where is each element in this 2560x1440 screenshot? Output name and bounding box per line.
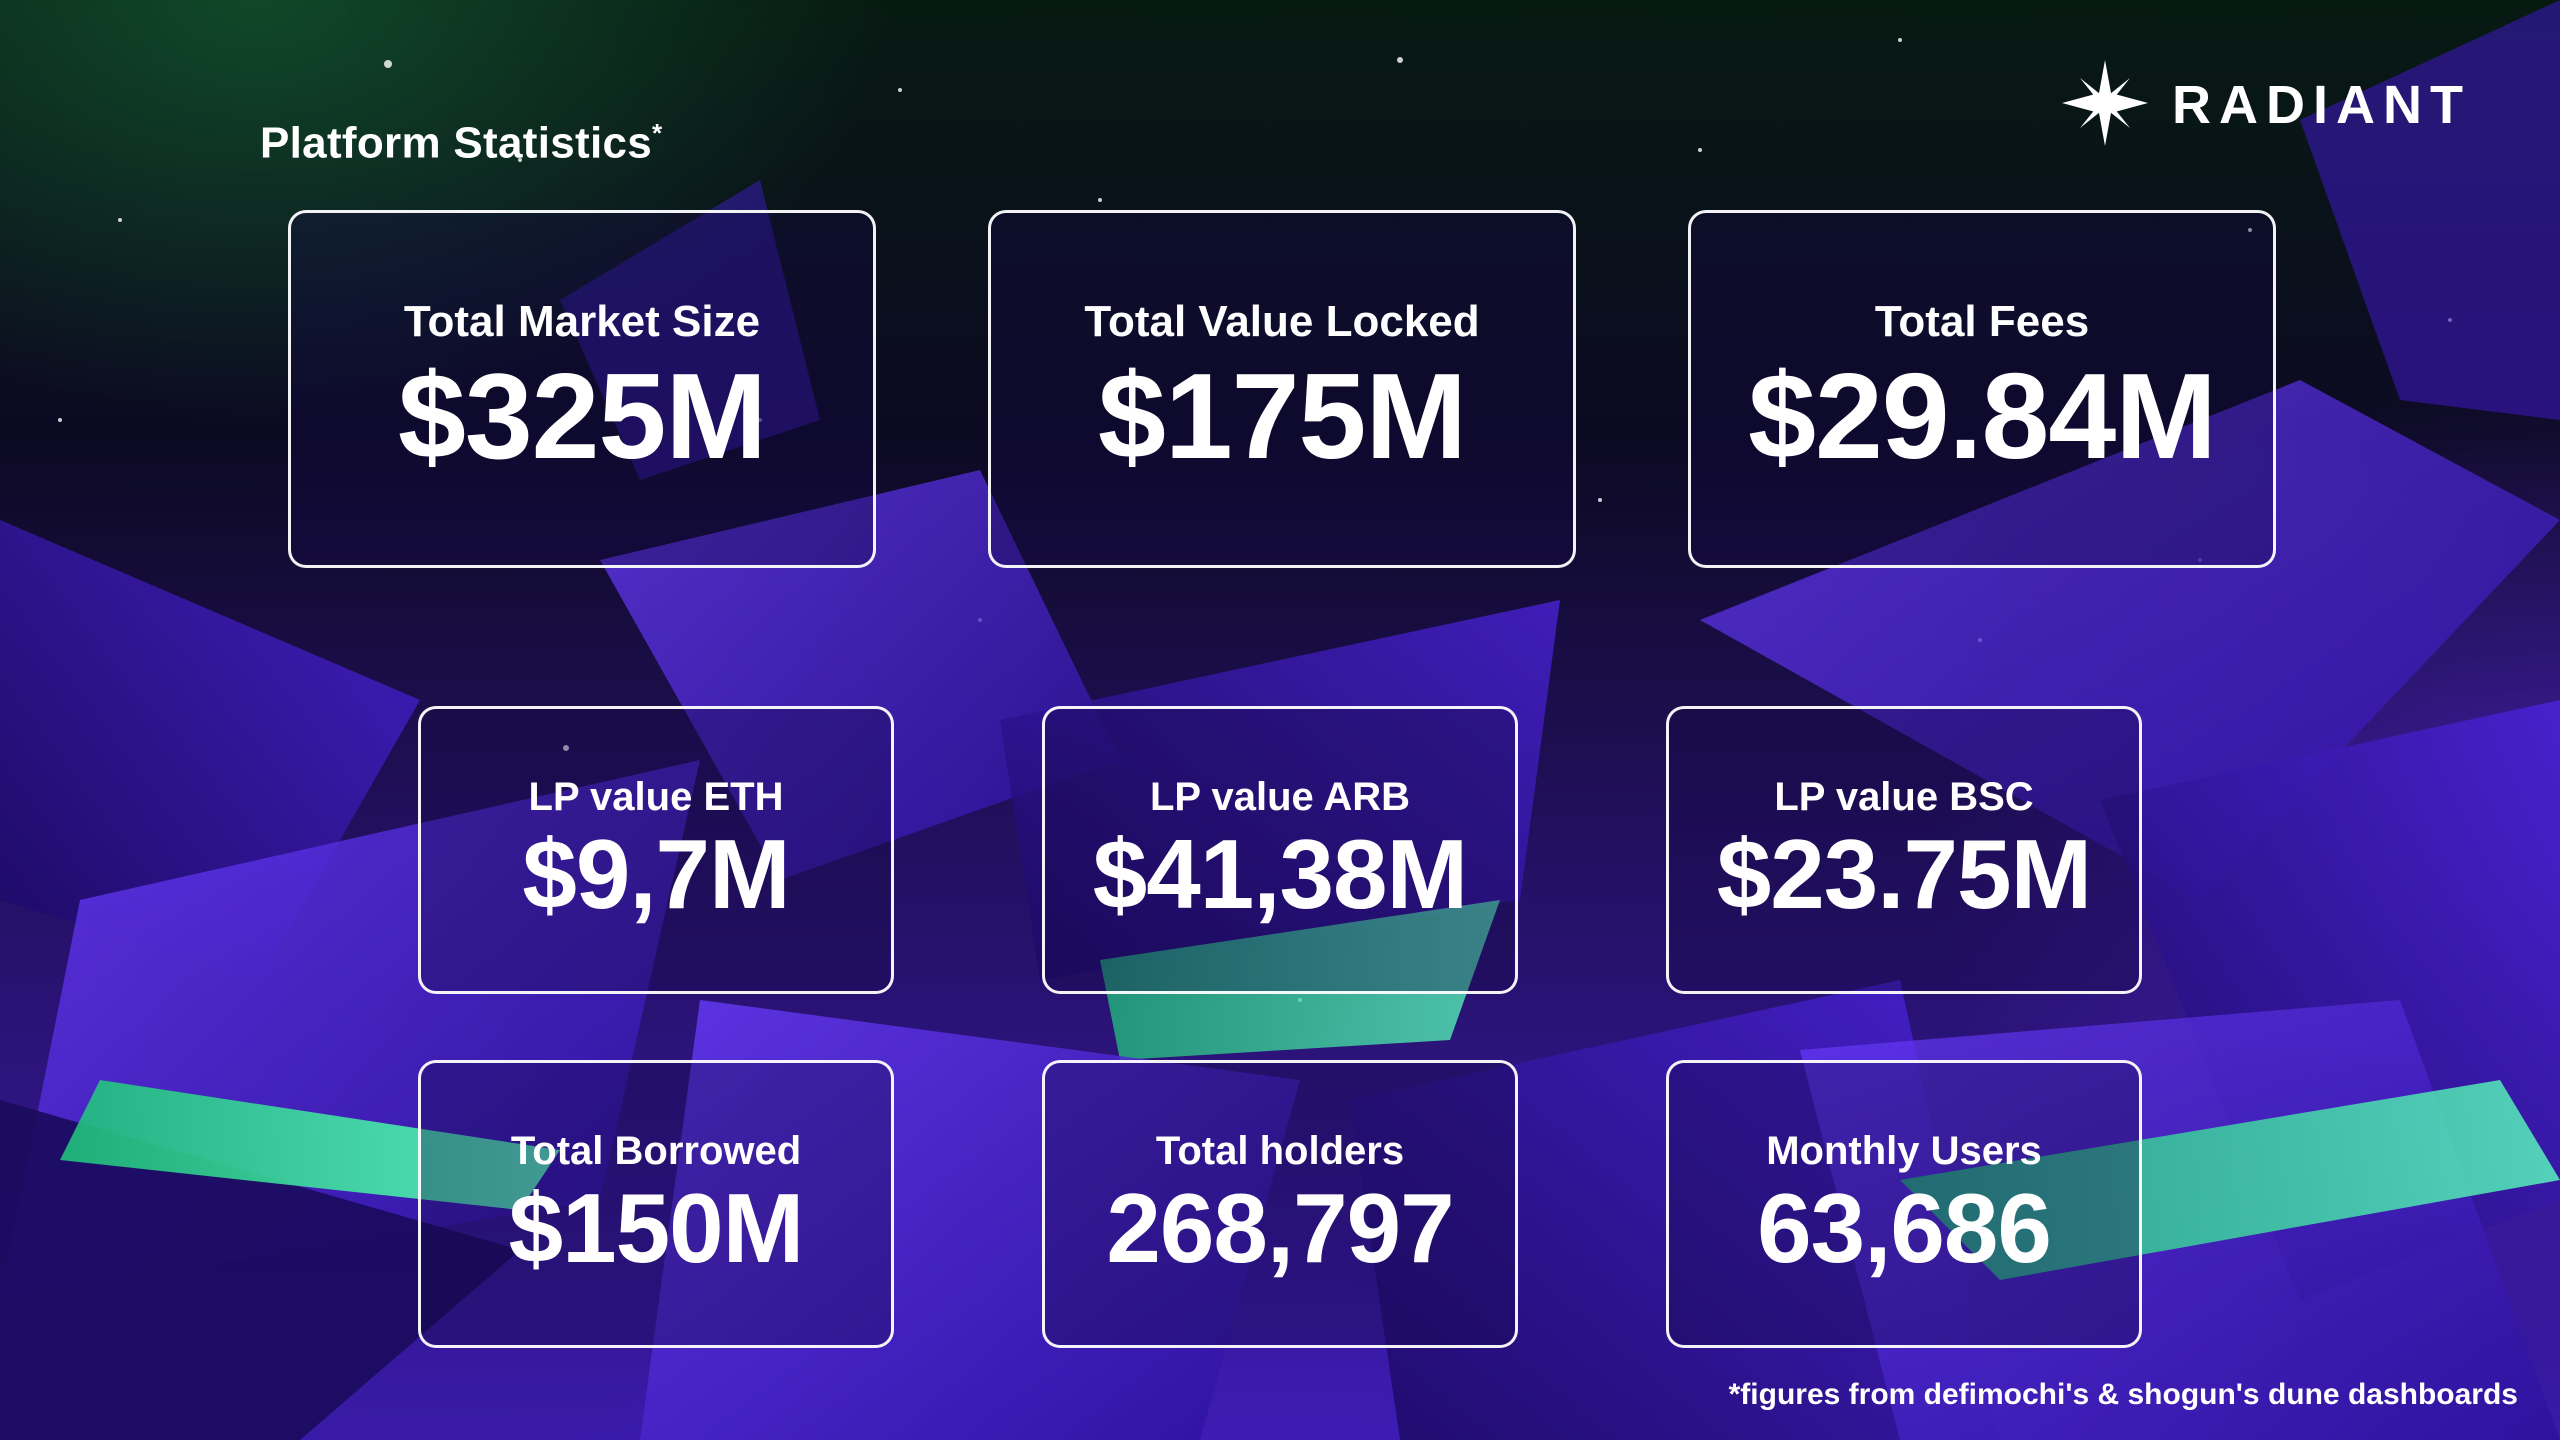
stat-card-total-fees: Total Fees $29.84M [1688,210,2276,568]
stat-label: LP value BSC [1774,774,2034,819]
stat-value: $9,7M [522,818,790,929]
stat-label: LP value ARB [1149,774,1411,819]
stat-card-total-market-size: Total Market Size $325M [288,210,876,568]
stat-value: 268,797 [1106,1172,1454,1283]
stat-value: $150M [508,1172,805,1283]
star-burst-icon [2060,58,2150,153]
stat-card-total-value-locked: Total Value Locked $175M [988,210,1576,568]
stat-label: Total holders [1155,1128,1405,1173]
stat-label: Total Borrowed [510,1128,802,1173]
stat-card-total-borrowed: Total Borrowed $150M [418,1060,894,1348]
stat-card-monthly-users: Monthly Users 63,686 [1666,1060,2142,1348]
stat-value: $175M [1097,348,1467,485]
stat-value: $23.75M [1716,818,2092,929]
stat-value: $325M [397,348,767,485]
stat-card-total-holders: Total holders 268,797 [1042,1060,1518,1348]
stat-label: Total Market Size [403,296,761,346]
stat-label: Monthly Users [1766,1128,2042,1173]
stat-label: Total Value Locked [1084,296,1480,346]
stat-card-lp-value-bsc: LP value BSC $23.75M [1666,706,2142,994]
brand-logo: RADIANT [2060,58,2471,153]
stat-value: 63,686 [1757,1172,2052,1283]
stat-card-lp-value-eth: LP value ETH $9,7M [418,706,894,994]
stat-value: $29.84M [1748,348,2217,485]
source-footnote: *figures from defimochi's & shogun's dun… [1728,1378,2518,1411]
stat-card-lp-value-arb: LP value ARB $41,38M [1042,706,1518,994]
stat-value: $41,38M [1092,818,1468,929]
page-title: Platform Statistics* [260,118,663,168]
brand-name: RADIANT [2172,75,2471,135]
stat-label: LP value ETH [528,774,784,819]
stat-label: Total Fees [1874,296,2090,346]
